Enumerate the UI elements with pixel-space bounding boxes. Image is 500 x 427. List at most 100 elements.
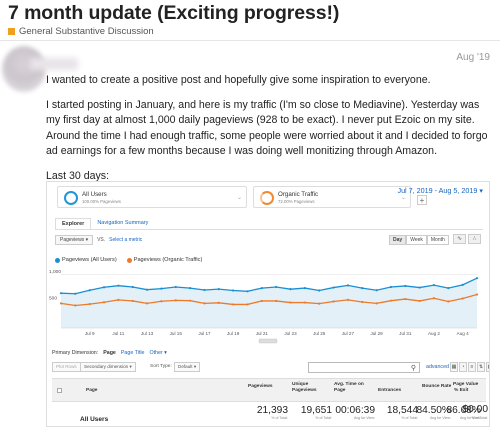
sub: % of Total: — [315, 416, 332, 420]
legend-label: Pageviews (Organic Traffic) — [133, 257, 203, 263]
data-view-icon: ▦ — [450, 362, 458, 372]
x-tick-label: Jul 9 — [85, 331, 95, 336]
value: 86.68% — [446, 405, 481, 416]
add-segment-icon: + — [417, 195, 427, 205]
data-point — [289, 301, 292, 304]
data-point — [375, 302, 378, 305]
chart-legend: Pageviews (All Users) Pageviews (Organic… — [55, 257, 202, 263]
x-tick-label: Jul 25 — [313, 331, 326, 336]
performance-view-icon: ≡ — [468, 362, 476, 372]
data-point — [232, 303, 235, 306]
value: 19,651 — [300, 405, 332, 416]
data-point — [59, 292, 63, 295]
th-exit: % Exit — [454, 388, 469, 393]
data-point — [131, 285, 134, 289]
sort-type-label: Sort Type: — [150, 364, 172, 369]
tab-divider — [55, 229, 483, 230]
data-point — [74, 304, 77, 307]
data-point — [88, 289, 91, 292]
dimension-other-label: Other — [149, 350, 163, 356]
data-point — [318, 302, 321, 305]
th-page: Page — [86, 388, 98, 393]
sort-type-value: Default — [178, 364, 193, 369]
topic-title[interactable]: 7 month update (Exciting progress!) — [8, 2, 340, 24]
search-icon: ⚲ — [410, 365, 416, 372]
data-point — [232, 289, 235, 292]
cell-unique-pageviews: 19,651% of Total: — [292, 405, 332, 420]
value: 21,393 — [256, 405, 288, 416]
chevron-down-icon: ▾ — [479, 186, 483, 195]
dimension-page: Page — [103, 350, 116, 356]
x-tick-label: Jul 11 — [112, 331, 124, 336]
data-point — [88, 303, 91, 306]
category-color-icon — [8, 28, 15, 35]
data-point — [303, 286, 306, 290]
category-badge[interactable]: General Substantive Discussion — [8, 26, 154, 37]
date-range-label: Jul 7, 2019 - Aug 5, 2019 — [397, 186, 478, 195]
post-paragraph: Last 30 days: — [46, 169, 110, 182]
data-point — [303, 301, 306, 304]
x-tick-label: Jul 13 — [141, 331, 154, 336]
pageviews-line-chart: 1,000 500 Jul 9 Jul 11 Jul 13 Jul 15 Jul 17 Jul… — [49, 269, 479, 344]
metric-row: Pageviews ▾ VS. Select a metric — [55, 235, 142, 245]
data-point — [447, 286, 450, 290]
data-point — [404, 284, 407, 288]
sub: % of Total: — [401, 416, 418, 420]
area-fill-all-users — [61, 278, 477, 328]
data-point — [404, 297, 407, 301]
th-page-value: Page Value — [453, 382, 479, 387]
dimension-page-title: Page Title — [120, 350, 145, 356]
data-point — [447, 300, 450, 303]
sub: Avg for View: — [429, 416, 451, 420]
x-tick-label: Jul 31 — [399, 331, 412, 336]
x-tick-label: Aug 4 — [457, 331, 469, 336]
sort-type-select: Default ▾ — [174, 362, 201, 372]
data-point — [389, 285, 393, 289]
dimension-other: Other ▾ — [149, 350, 167, 356]
username-blurred — [30, 58, 78, 70]
data-point — [332, 286, 335, 289]
date-range: Jul 7, 2019 - Aug 5, 2019 ▾ — [397, 186, 483, 195]
data-point — [461, 297, 464, 300]
period-month-button: Month — [426, 235, 449, 245]
post-body: I wanted to create a positive post and h… — [46, 73, 494, 185]
data-point — [275, 299, 278, 303]
metric-select-label: Pageviews — [60, 237, 85, 243]
x-tick-label: Jul 19 — [227, 331, 240, 336]
header-divider — [0, 40, 500, 41]
legend-label: Pageviews (All Users) — [62, 257, 117, 263]
chevron-down-icon: ⌄ — [236, 195, 242, 201]
data-point — [461, 283, 464, 286]
analytics-screenshot[interactable]: All Users 100.00% Pageviews ⌄ Organic Tr… — [46, 181, 490, 427]
sub: Avg for View: — [459, 416, 481, 420]
category-label: General Substantive Discussion — [19, 26, 154, 37]
report-table: Page Pageviews Unique Pageviews Avg. Tim… — [52, 378, 486, 426]
data-point — [475, 293, 479, 296]
sub: Avg for View: — [353, 416, 375, 420]
segment-percent: 72.00% Pageviews — [278, 199, 315, 204]
data-point — [160, 287, 163, 290]
advanced-link: advanced — [426, 364, 449, 370]
data-point — [475, 277, 479, 280]
legend-dot-icon — [126, 257, 132, 263]
post-date[interactable]: Aug '19 — [456, 52, 490, 63]
chart-type-buttons: ∿ ∴ — [453, 234, 481, 244]
cell-avg-time: 00:06:39 Avg for View: — [335, 405, 375, 420]
data-point — [174, 299, 177, 302]
segment-organic-traffic: Organic Traffic 72.00% Pageviews ⌄ — [253, 186, 411, 208]
chart-resize-handle — [258, 338, 278, 344]
table-header: Page Pageviews Unique Pageviews Avg. Tim… — [52, 378, 486, 402]
segment-name: All Users — [82, 191, 107, 198]
data-point — [174, 285, 177, 289]
data-point — [418, 286, 421, 289]
table-search-input: ⚲ — [308, 362, 420, 373]
data-point — [117, 298, 120, 301]
legend-item: Pageviews (Organic Traffic) — [126, 257, 203, 263]
secondary-dimension-select: Secondary dimension ▾ — [80, 362, 136, 372]
data-point — [217, 288, 220, 291]
data-point — [361, 286, 364, 290]
period-day-button: Day — [389, 235, 407, 245]
data-point — [318, 289, 321, 292]
secondary-dimension-label: Secondary dimension — [84, 364, 129, 369]
chevron-down-icon: ⌄ — [400, 195, 406, 201]
